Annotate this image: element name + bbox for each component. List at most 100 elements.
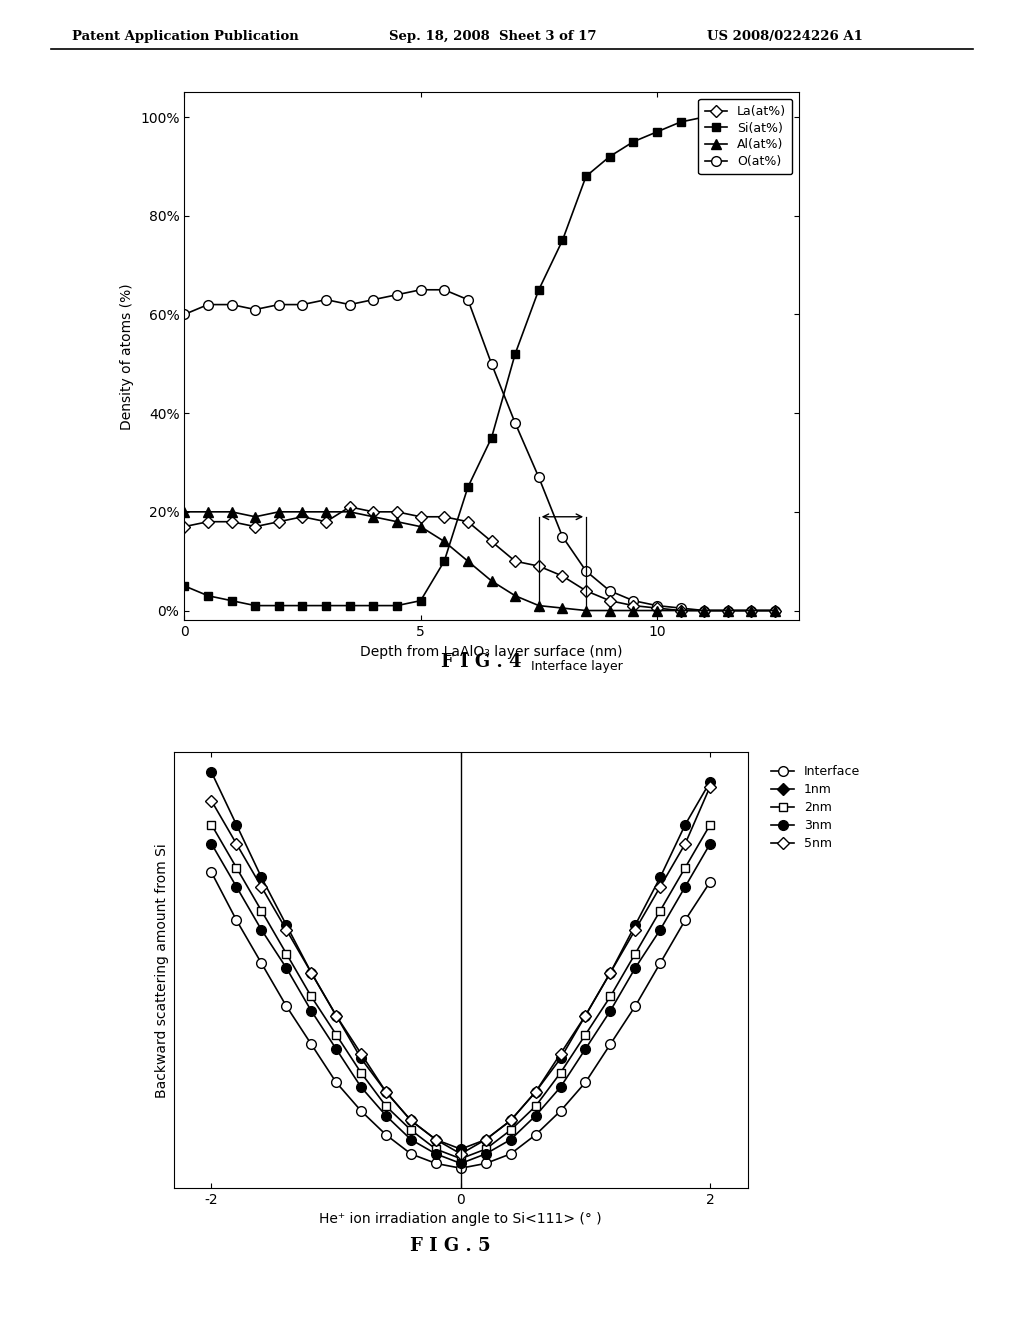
Line: Interface: Interface: [207, 867, 715, 1173]
1nm: [679, 817, 691, 833]
Y-axis label: Density of atoms (%): Density of atoms (%): [121, 282, 134, 430]
5nm: [430, 1131, 442, 1147]
1nm: [255, 870, 267, 886]
5nm: [479, 1131, 492, 1147]
La(at%): [272, 513, 285, 529]
Al(at%): [368, 508, 380, 524]
Legend: La(at%), Si(at%), Al(at%), O(at%): La(at%), Si(at%), Al(at%), O(at%): [698, 99, 793, 174]
1nm: [479, 1131, 492, 1147]
Al(at%): [745, 603, 758, 619]
La(at%): [769, 603, 781, 619]
1nm: [580, 1007, 592, 1023]
La(at%): [603, 593, 615, 609]
3nm: [430, 1146, 442, 1162]
1nm: [629, 917, 641, 933]
5nm: [330, 1007, 342, 1023]
Al(at%): [532, 598, 545, 614]
Al(at%): [769, 603, 781, 619]
1nm: [654, 870, 667, 886]
3nm: [604, 1003, 616, 1019]
Text: Patent Application Publication: Patent Application Publication: [72, 30, 298, 44]
Si(at%): [391, 598, 403, 614]
Al(at%): [202, 504, 214, 520]
Si(at%): [485, 430, 498, 446]
Text: Interface layer: Interface layer: [530, 660, 623, 673]
3nm: [529, 1107, 542, 1123]
5nm: [404, 1113, 417, 1129]
La(at%): [509, 553, 521, 569]
La(at%): [556, 568, 568, 583]
Al(at%): [485, 573, 498, 589]
2nm: [654, 903, 667, 919]
3nm: [629, 960, 641, 975]
Al(at%): [462, 553, 474, 569]
Si(at%): [178, 578, 190, 594]
3nm: [330, 1041, 342, 1057]
2nm: [479, 1142, 492, 1158]
Al(at%): [296, 504, 308, 520]
O(at%): [698, 603, 711, 619]
2nm: [679, 859, 691, 875]
La(at%): [438, 508, 451, 524]
3nm: [554, 1080, 566, 1096]
O(at%): [580, 564, 592, 579]
O(at%): [485, 356, 498, 372]
Al(at%): [272, 504, 285, 520]
La(at%): [368, 504, 380, 520]
3nm: [380, 1107, 392, 1123]
3nm: [580, 1041, 592, 1057]
O(at%): [344, 297, 356, 313]
O(at%): [391, 286, 403, 302]
1nm: [230, 817, 243, 833]
La(at%): [344, 499, 356, 515]
1nm: [529, 1084, 542, 1100]
Interface: [430, 1155, 442, 1171]
Interface: [654, 956, 667, 972]
5nm: [255, 879, 267, 895]
Interface: [330, 1074, 342, 1090]
1nm: [455, 1142, 467, 1158]
Interface: [505, 1146, 517, 1162]
2nm: [455, 1151, 467, 1167]
5nm: [529, 1084, 542, 1100]
3nm: [404, 1131, 417, 1147]
Al(at%): [249, 508, 261, 524]
O(at%): [556, 528, 568, 544]
La(at%): [225, 513, 238, 529]
O(at%): [319, 292, 332, 308]
Text: Sep. 18, 2008  Sheet 3 of 17: Sep. 18, 2008 Sheet 3 of 17: [389, 30, 597, 44]
2nm: [529, 1098, 542, 1114]
Interface: [479, 1155, 492, 1171]
Al(at%): [225, 504, 238, 520]
Si(at%): [344, 598, 356, 614]
1nm: [355, 1051, 368, 1067]
La(at%): [627, 598, 639, 614]
5nm: [703, 779, 716, 795]
2nm: [255, 903, 267, 919]
O(at%): [202, 297, 214, 313]
Si(at%): [627, 133, 639, 149]
2nm: [604, 989, 616, 1005]
O(at%): [368, 292, 380, 308]
Si(at%): [651, 124, 664, 140]
Si(at%): [698, 110, 711, 125]
Text: F I G . 4: F I G . 4: [441, 652, 521, 671]
Al(at%): [722, 603, 734, 619]
Al(at%): [509, 587, 521, 603]
La(at%): [415, 508, 427, 524]
O(at%): [769, 603, 781, 619]
Line: 5nm: 5nm: [207, 783, 715, 1158]
Al(at%): [675, 603, 687, 619]
Line: O(at%): O(at%): [179, 285, 780, 615]
3nm: [703, 836, 716, 851]
O(at%): [627, 593, 639, 609]
Interface: [305, 1036, 317, 1052]
Si(at%): [319, 598, 332, 614]
Al(at%): [178, 504, 190, 520]
Interface: [230, 912, 243, 928]
3nm: [206, 836, 218, 851]
5nm: [206, 793, 218, 809]
2nm: [330, 1027, 342, 1043]
5nm: [629, 921, 641, 937]
2nm: [305, 989, 317, 1005]
